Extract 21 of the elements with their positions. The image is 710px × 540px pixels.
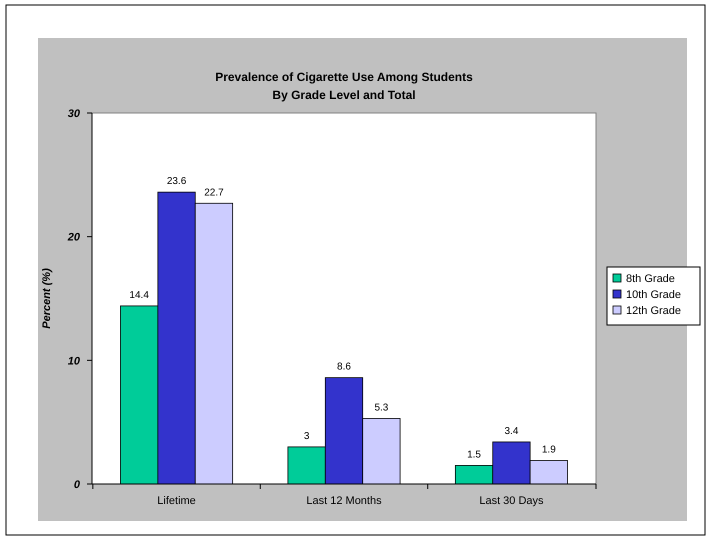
legend-label: 10th Grade <box>626 289 682 301</box>
legend-label: 8th Grade <box>626 273 675 285</box>
data-label: 3 <box>304 430 310 442</box>
y-tick-label: 30 <box>68 108 81 120</box>
data-label: 1.5 <box>467 449 482 460</box>
data-label: 8.6 <box>337 362 352 373</box>
data-label: 1.9 <box>542 444 556 456</box>
data-label: 22.7 <box>204 187 224 198</box>
data-label: 14.4 <box>129 290 150 301</box>
y-axis-title: Percent (%) <box>41 268 53 329</box>
data-label: 3.4 <box>504 426 519 437</box>
data-label: 23.6 <box>166 176 187 188</box>
x-tick-label: Lifetime <box>157 495 196 507</box>
y-tick-label: 10 <box>68 355 81 368</box>
data-label: 5.3 <box>374 402 389 414</box>
x-tick-label: Last 30 Days <box>479 495 544 507</box>
legend-label: 12th Grade <box>626 305 682 317</box>
chart-title: Prevalence of Cigarette Use Among Students By Grade Level and Total <box>215 70 474 102</box>
y-tick-label: 0 <box>74 479 81 491</box>
y-tick-label: 20 <box>66 232 81 244</box>
x-tick-label: Last 12 Months <box>306 495 382 507</box>
